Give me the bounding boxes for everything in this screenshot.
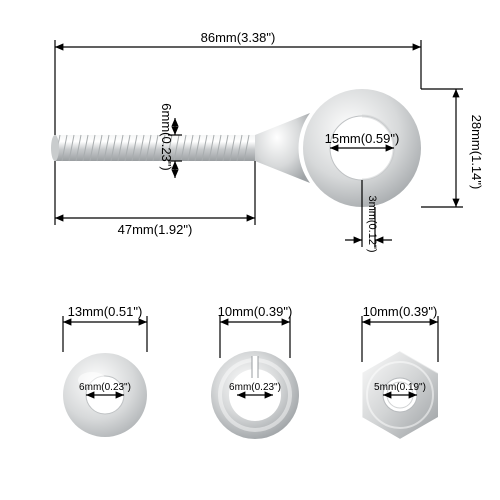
spring-washer-outer-label: 10mm(0.39") — [218, 304, 293, 319]
shank-length-label: 47mm(1.92") — [118, 222, 193, 237]
eyebolt: 86mm(3.38") 28mm(1.14") — [51, 30, 484, 253]
total-length-label: 86mm(3.38") — [201, 30, 276, 45]
flat-washer: 13mm(0.51") 6mm(0.23") — [63, 304, 147, 437]
diagram-canvas: 86mm(3.38") 28mm(1.14") — [0, 0, 500, 500]
eye-height-label: 28mm(1.14") — [469, 115, 484, 190]
spring-washer-inner-label: 6mm(0.23") — [229, 382, 281, 393]
hex-nut-inner-label: 5mm(0.19") — [374, 382, 426, 393]
eye-inner-label: 15mm(0.59") — [325, 131, 400, 146]
hex-nut-outer-label: 10mm(0.39") — [363, 304, 438, 319]
flat-washer-outer-label: 13mm(0.51") — [68, 304, 143, 319]
spring-washer: 10mm(0.39") 6mm(0.23") — [218, 304, 293, 430]
eye-thickness-label: 3mm(0.12") — [366, 195, 378, 252]
hex-nut: 10mm(0.39") 5mm(0.19") — [362, 304, 438, 439]
flat-washer-inner-label: 6mm(0.23") — [79, 382, 131, 393]
thread-dia-label: 6mm(0.23") — [159, 103, 174, 170]
